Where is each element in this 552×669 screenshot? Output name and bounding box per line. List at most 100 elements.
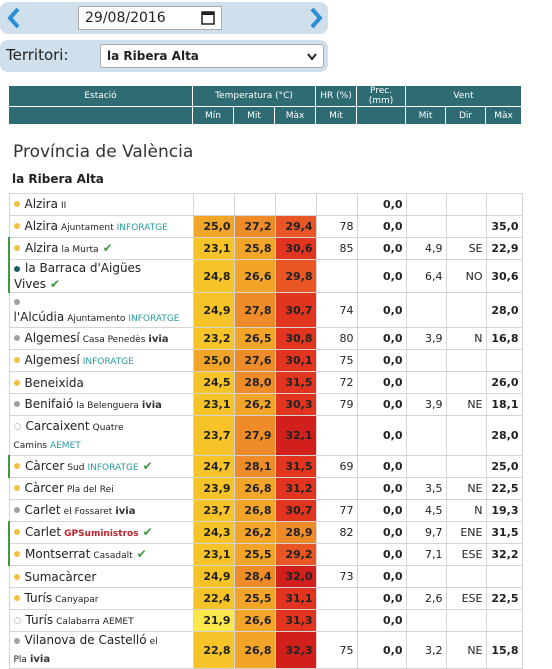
header-cell: Màx: [485, 106, 523, 125]
value-cell: 79: [315, 393, 358, 416]
header-cell: Temperatura (°C): [191, 85, 317, 107]
value-cell: 26,2: [233, 393, 276, 416]
station-name: Alzira: [24, 196, 58, 211]
value-cell: 26,8: [233, 499, 276, 522]
station-cell: Turís Canyapar: [8, 587, 194, 610]
value-cell: 28,0: [233, 371, 276, 394]
value-cell: 0,0: [356, 371, 407, 394]
station-row: Alzira II 0,0: [8, 193, 523, 216]
header-cell: Estació: [8, 85, 193, 107]
calendar-icon[interactable]: [201, 10, 215, 25]
value-cell: 22,8: [192, 631, 235, 669]
station-sub: Ajuntamento: [67, 314, 126, 324]
station-table: Alzira II 0,0 Alzira Ajuntament INFORATGE 25,0…: [8, 193, 523, 669]
value-cell: 0,0: [356, 543, 407, 566]
value-cell: 0,0: [356, 415, 407, 456]
value-cell: [445, 609, 487, 632]
station-row: la Barraca d'Aigües Vives ✔ 24,8 26,6 29,8 0,…: [8, 259, 523, 293]
station-cell: Alzira Ajuntament INFORATGE: [8, 215, 194, 238]
status-dot: [14, 245, 20, 251]
station-sub: Canyapar: [55, 594, 99, 605]
value-cell: 3,5: [405, 477, 447, 500]
value-cell: 27,2: [233, 215, 276, 238]
station-name: Alzira: [24, 218, 58, 233]
verified-check: ✔: [142, 524, 153, 539]
value-cell: 28,4: [233, 565, 276, 588]
status-dot: [13, 595, 20, 601]
station-cell: Beneixida: [8, 371, 194, 394]
value-cell: [485, 349, 523, 372]
station-cell: Turís Calabarra AEMET: [8, 609, 194, 632]
station-row: Alzira la Murta ✔ 23,1 25,8 30,6 85 0,0 4,9 SE 22,…: [8, 237, 523, 260]
value-cell: 3,9: [405, 393, 447, 416]
value-cell: 31,2: [274, 477, 317, 500]
value-cell: 18,1: [485, 393, 523, 416]
station-row: Turís Calabarra AEMET 21,9 26,6 31,3 0,0: [8, 609, 523, 632]
station-name: Vilanova de Castelló: [24, 633, 147, 647]
value-cell: 31,1: [274, 587, 317, 610]
value-cell: [315, 477, 358, 500]
value-cell: 32,0: [274, 565, 317, 588]
select-chevron: [307, 53, 317, 61]
value-cell: 75: [315, 631, 358, 669]
value-cell: 24,3: [192, 521, 235, 544]
value-cell: 6,4: [405, 259, 447, 293]
value-cell: [445, 565, 487, 588]
date-input[interactable]: 29/08/2016: [78, 6, 222, 30]
station-name: Beneixida: [24, 375, 84, 390]
value-cell: 0,0: [356, 349, 407, 372]
value-cell: [405, 565, 447, 588]
value-cell: 32,3: [274, 631, 317, 669]
value-cell: 26,6: [233, 259, 276, 293]
value-cell: 30,1: [274, 349, 317, 372]
station-row: Montserrat Casadalt ✔ 23,1 25,5 29,2 0,0 7,1 ESE…: [8, 543, 523, 566]
value-cell: [445, 371, 487, 394]
value-cell: NE: [445, 631, 487, 669]
status-dot: [13, 298, 20, 305]
value-cell: [485, 565, 523, 588]
value-cell: 16,8: [485, 327, 523, 350]
status-dot: [13, 380, 20, 386]
value-cell: 25,0: [192, 349, 235, 372]
status-dot: [13, 574, 20, 580]
value-cell: 85: [315, 237, 358, 260]
value-cell: 26,6: [233, 609, 276, 632]
value-cell: N: [445, 327, 487, 350]
value-cell: 0,0: [356, 327, 407, 350]
date-text: 29/08/2016: [85, 10, 166, 26]
value-cell: 0,0: [356, 565, 407, 588]
station-cell: Carlet GPSuministros ✔: [8, 521, 194, 544]
station-network: ivia: [115, 505, 136, 517]
next-day[interactable]: [308, 6, 324, 30]
station-name: Alzira: [25, 240, 59, 255]
prev-day[interactable]: [6, 6, 22, 30]
value-cell: 25,0: [485, 455, 523, 478]
value-cell: 24,5: [192, 371, 235, 394]
value-cell: 31,3: [274, 609, 317, 632]
value-cell: [315, 543, 358, 566]
value-cell: [445, 292, 487, 328]
station-network: GPSuministros: [64, 528, 139, 539]
station-name: Càrcer: [25, 458, 65, 473]
date-bar: 29/08/2016: [0, 2, 328, 34]
value-cell: [405, 609, 447, 632]
province-title: Província de València: [13, 142, 194, 162]
value-cell: 26,5: [233, 327, 276, 350]
value-cell: [485, 609, 523, 632]
value-cell: 15,8: [485, 631, 523, 669]
station-sub: Pla del Rei: [66, 484, 114, 495]
value-cell: 23,1: [192, 393, 235, 416]
value-cell: 0,0: [356, 259, 407, 293]
value-cell: 23,7: [192, 415, 235, 456]
station-cell: Alzira la Murta ✔: [8, 237, 194, 260]
territory-select[interactable]: la Ribera Alta: [100, 44, 324, 68]
value-cell: 30,6: [485, 259, 523, 293]
value-cell: 24,9: [192, 292, 235, 328]
value-cell: NO: [445, 259, 487, 293]
value-cell: 82: [315, 521, 358, 544]
value-cell: 0,0: [356, 193, 407, 216]
status-dot: [13, 616, 21, 624]
value-cell: 31,5: [274, 371, 317, 394]
value-cell: [405, 371, 447, 394]
value-cell: 29,2: [274, 543, 317, 566]
